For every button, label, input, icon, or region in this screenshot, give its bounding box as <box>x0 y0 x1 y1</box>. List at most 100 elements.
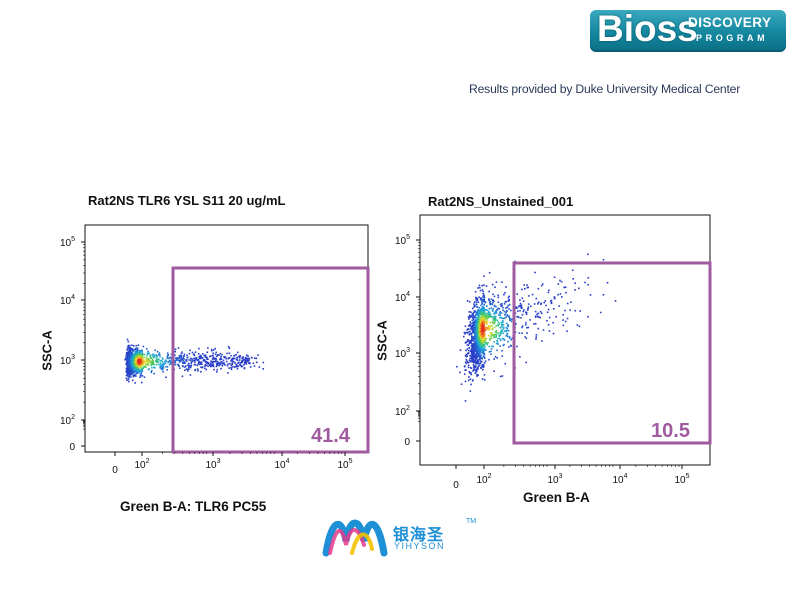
event-point <box>144 364 147 367</box>
event-point <box>238 363 241 366</box>
event-point <box>475 311 477 314</box>
event-point <box>469 316 471 318</box>
event-point <box>475 301 478 303</box>
event-point <box>158 352 161 354</box>
event-point <box>485 349 487 351</box>
event-point <box>127 367 129 369</box>
event-point <box>482 317 484 319</box>
event-point <box>466 360 468 363</box>
event-point <box>471 355 474 358</box>
event-point <box>505 330 508 332</box>
event-point <box>470 341 472 343</box>
event-point <box>143 376 146 378</box>
event-point <box>483 345 485 348</box>
event-point <box>470 345 473 347</box>
event-point <box>482 352 484 355</box>
event-point <box>214 347 216 350</box>
event-point <box>472 328 474 330</box>
event-point <box>474 332 476 335</box>
event-point <box>484 313 487 316</box>
event-point <box>480 327 482 329</box>
event-point <box>463 373 466 375</box>
event-point <box>509 317 511 320</box>
event-point <box>230 354 232 357</box>
event-point <box>132 370 135 373</box>
event-point <box>139 363 142 366</box>
event-point <box>187 368 189 370</box>
event-point <box>126 357 129 359</box>
event-point <box>168 357 170 360</box>
event-point <box>127 356 130 358</box>
event-point <box>562 314 564 316</box>
event-point <box>479 298 482 301</box>
event-point <box>234 362 237 364</box>
event-point <box>479 362 482 364</box>
event-point <box>138 350 141 353</box>
event-point <box>150 364 153 367</box>
event-point <box>479 336 481 338</box>
event-point <box>490 337 493 339</box>
event-point <box>491 332 493 334</box>
event-point <box>478 319 480 321</box>
event-point <box>227 346 230 348</box>
event-point <box>238 359 241 361</box>
event-point <box>181 375 184 378</box>
event-point <box>527 326 530 329</box>
event-point <box>182 359 185 362</box>
event-point <box>548 316 551 319</box>
event-point <box>498 335 501 337</box>
event-point <box>470 332 472 335</box>
event-point <box>478 329 480 331</box>
event-point <box>253 357 256 359</box>
event-point <box>491 327 494 330</box>
event-point <box>160 360 162 362</box>
event-point <box>474 359 477 362</box>
event-point <box>516 307 518 309</box>
event-point <box>517 310 519 312</box>
event-point <box>465 358 468 361</box>
event-point <box>520 317 522 319</box>
event-point <box>135 363 137 366</box>
event-point <box>495 336 497 338</box>
event-point <box>226 364 229 367</box>
event-point <box>494 356 497 358</box>
event-point <box>463 335 465 338</box>
event-point <box>483 374 486 376</box>
event-point <box>476 319 478 321</box>
event-point <box>497 324 500 327</box>
event-point <box>533 303 536 305</box>
event-point <box>468 311 471 313</box>
event-point <box>474 340 476 343</box>
event-point <box>133 371 136 374</box>
event-point <box>526 284 528 286</box>
event-point <box>130 366 133 368</box>
event-point <box>562 319 564 321</box>
event-point <box>494 286 496 288</box>
y-tick-label: 0 <box>404 437 410 448</box>
event-point <box>539 316 541 319</box>
event-point <box>138 368 141 371</box>
event-point <box>235 363 238 366</box>
event-point <box>187 370 189 372</box>
event-point <box>155 360 157 362</box>
event-point <box>500 321 503 324</box>
event-point <box>472 318 475 320</box>
event-point <box>219 362 222 364</box>
event-point <box>492 307 495 310</box>
event-point <box>485 318 487 320</box>
event-point <box>232 360 234 363</box>
event-point <box>482 327 485 329</box>
event-point <box>518 316 520 319</box>
event-point <box>258 366 261 368</box>
event-point <box>204 356 207 358</box>
event-point <box>488 312 491 315</box>
event-point <box>535 297 538 300</box>
event-point <box>156 355 158 357</box>
event-point <box>483 311 486 313</box>
event-point <box>470 352 473 354</box>
event-point <box>211 358 214 360</box>
event-point <box>473 352 475 354</box>
event-point <box>489 325 491 327</box>
event-point <box>480 351 482 354</box>
event-point <box>480 357 483 360</box>
